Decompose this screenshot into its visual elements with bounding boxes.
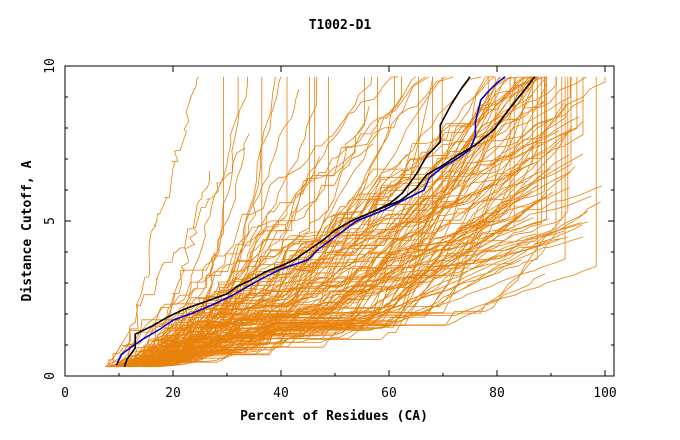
model-curve: [105, 76, 534, 368]
series-line-highlight-blue: [115, 76, 506, 366]
model-curve: [129, 76, 515, 368]
model-curve: [135, 167, 409, 368]
model-curve: [106, 120, 550, 368]
model-curve: [105, 76, 399, 367]
model-curve: [108, 251, 216, 368]
model-curve: [157, 76, 446, 368]
model-curve: [128, 76, 538, 368]
model-curve: [149, 191, 554, 368]
chart-title: T1002-D1: [309, 18, 372, 33]
y-tick-label: 0: [43, 372, 58, 380]
model-curve: [158, 76, 557, 368]
series-line-highlight-black: [123, 76, 536, 367]
model-curve: [148, 237, 567, 368]
y-tick-label: 10: [43, 58, 58, 74]
model-curve: [121, 76, 531, 368]
model-curve: [156, 143, 374, 367]
model-curve: [142, 76, 533, 367]
model-curve: [126, 76, 200, 367]
model-curve: [153, 76, 569, 368]
model-curve: [143, 199, 539, 368]
model-curve: [119, 125, 573, 368]
model-curve: [146, 153, 408, 368]
model-curve: [121, 76, 373, 368]
model-curve: [120, 76, 542, 368]
model-curve: [123, 76, 443, 368]
model-curve: [115, 121, 584, 368]
x-axis-label: Percent of Residues (CA): [240, 409, 428, 424]
x-tick-label: 60: [381, 386, 397, 401]
model-curve: [136, 76, 365, 367]
x-tick-label: 40: [273, 386, 289, 401]
model-curve: [141, 76, 571, 368]
x-tick-label: 100: [593, 386, 616, 401]
model-curve: [144, 239, 549, 368]
model-curve: [159, 76, 572, 368]
model-curve: [125, 76, 545, 368]
model-curve: [125, 209, 526, 368]
x-tick-label: 0: [61, 386, 69, 401]
axis-ticks: 0 20 40 60 80 100 0 5 10: [43, 58, 617, 401]
model-curve: [147, 140, 538, 368]
x-tick-label: 20: [165, 386, 181, 401]
x-tick-label: 80: [489, 386, 505, 401]
y-tick-label: 5: [43, 217, 58, 225]
series-line-highlight-black-upper: [372, 76, 471, 213]
highlighted-series: [115, 76, 536, 367]
y-axis-label: Distance Cutoff, A: [20, 160, 35, 301]
model-curve: [115, 153, 584, 368]
model-curve: [123, 76, 239, 367]
model-curve: [142, 162, 534, 368]
model-curve: [136, 116, 568, 368]
model-curve: [109, 259, 522, 368]
model-curve: [155, 76, 584, 368]
